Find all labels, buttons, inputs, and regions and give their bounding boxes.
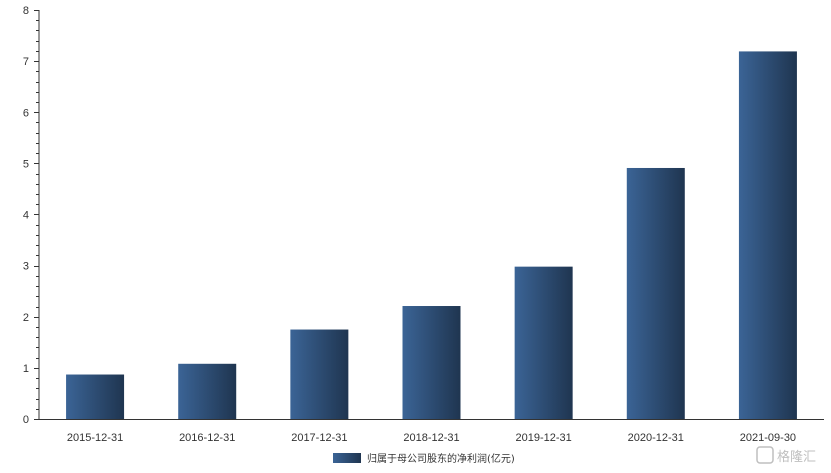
x-tick-label: 2021-09-30 [740,432,796,444]
bar [290,329,349,419]
y-tick-label: 5 [23,158,29,170]
y-tick-label: 8 [23,5,29,17]
bar-series [66,51,797,419]
bar [626,167,685,419]
x-tick-label: 2020-12-31 [628,432,684,444]
x-axis: 2015-12-31 2016-12-31 2017-12-31 2018-12-31… [39,419,824,444]
bar [738,51,797,419]
x-tick-label: 2016-12-31 [179,432,235,444]
bar [66,374,125,419]
watermark-logo-icon [756,446,774,464]
legend: 归属于母公司股东的净利润(亿元) [333,452,515,465]
legend-swatch [333,453,361,463]
legend-label: 归属于母公司股东的净利润(亿元) [367,452,515,465]
y-tick-label: 7 [23,56,29,68]
x-tick-label: 2017-12-31 [291,432,347,444]
watermark: 格隆汇 [756,446,816,465]
watermark-text: 格隆汇 [777,449,816,465]
bar [178,363,237,419]
y-tick-label: 2 [23,312,29,324]
y-tick-label: 1 [23,363,29,375]
x-tick-label: 2018-12-31 [403,432,459,444]
y-axis: 0 1 2 3 4 5 6 7 8 [23,5,40,426]
y-tick-label: 0 [23,414,29,426]
y-tick-label: 6 [23,107,29,119]
y-tick-label: 3 [23,261,29,273]
bar [402,306,461,419]
y-tick-label: 4 [23,210,29,222]
x-tick-label: 2015-12-31 [67,432,123,444]
bar [514,266,573,419]
x-tick-label: 2019-12-31 [516,432,572,444]
